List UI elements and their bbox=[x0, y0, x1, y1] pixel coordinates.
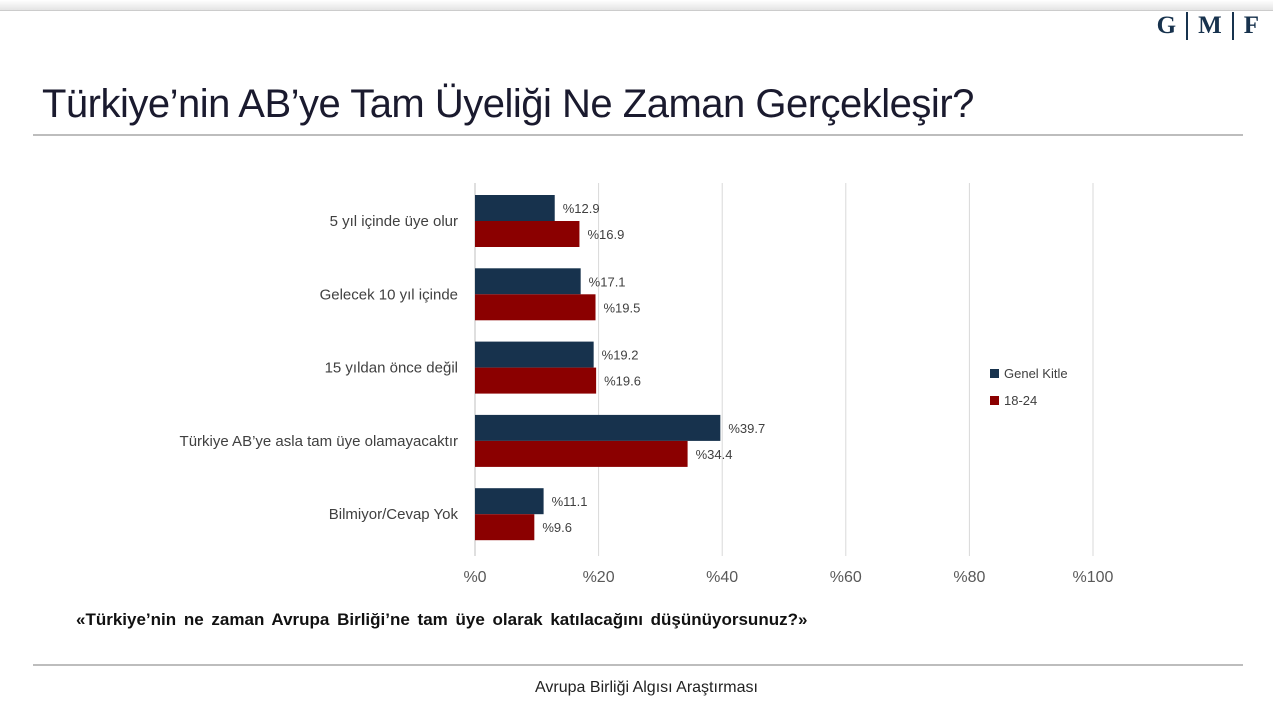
data-label: %19.5 bbox=[604, 300, 641, 315]
survey-question: «Türkiye’nin ne zaman Avrupa Birliği’ne … bbox=[76, 610, 808, 629]
x-tick-label: %40 bbox=[706, 569, 738, 586]
data-label: %12.9 bbox=[563, 201, 600, 216]
logo-letter: M bbox=[1198, 12, 1222, 39]
x-tick-label: %20 bbox=[583, 569, 615, 586]
bar-genel-kitle bbox=[475, 341, 594, 368]
legend-label: 18-24 bbox=[1004, 393, 1037, 408]
data-label: %39.7 bbox=[728, 421, 765, 436]
bar-18-24 bbox=[475, 294, 596, 321]
bar-18-24 bbox=[475, 221, 580, 247]
data-label: %34.4 bbox=[696, 447, 733, 462]
bar-genel-kitle bbox=[475, 414, 721, 441]
data-label: %9.6 bbox=[542, 520, 572, 535]
footer-text: Avrupa Birliği Algısı Araştırması bbox=[535, 679, 758, 696]
bar-genel-kitle bbox=[475, 488, 544, 515]
data-label: %17.1 bbox=[589, 274, 626, 289]
data-label: %19.6 bbox=[604, 374, 641, 389]
legend-label: Genel Kitle bbox=[1004, 366, 1068, 381]
data-label: %16.9 bbox=[587, 227, 624, 242]
x-tick-label: %60 bbox=[830, 569, 862, 586]
category-label: 15 yıldan önce değil bbox=[325, 360, 458, 377]
bar-18-24 bbox=[475, 440, 688, 467]
logo-letter: F bbox=[1243, 12, 1259, 39]
bar-genel-kitle bbox=[475, 268, 581, 295]
data-label: %19.2 bbox=[602, 348, 639, 363]
bar-genel-kitle bbox=[475, 195, 555, 221]
category-label: 5 yıl içinde üye olur bbox=[330, 213, 458, 230]
footer-divider bbox=[33, 664, 1243, 666]
category-label: Bilmiyor/Cevap Yok bbox=[329, 506, 459, 523]
page-title: Türkiye’nin AB’ye Tam Üyeliği Ne Zaman G… bbox=[42, 82, 974, 126]
logo-letter: G bbox=[1156, 12, 1177, 39]
bar-18-24 bbox=[475, 514, 535, 541]
x-tick-label: %80 bbox=[953, 569, 985, 586]
bar-18-24 bbox=[475, 367, 597, 394]
gmf-logo: G M F bbox=[1157, 12, 1259, 40]
category-label: Gelecek 10 yıl içinde bbox=[320, 286, 458, 303]
title-divider bbox=[33, 134, 1243, 136]
data-label: %11.1 bbox=[552, 494, 588, 509]
legend-swatch bbox=[990, 369, 999, 378]
legend-swatch bbox=[990, 396, 999, 405]
x-tick-label: %100 bbox=[1073, 569, 1114, 586]
x-tick-label: %0 bbox=[463, 569, 486, 586]
category-label: Türkiye AB’ye asla tam üye olamayacaktır bbox=[180, 433, 458, 450]
top-border bbox=[0, 0, 1273, 11]
